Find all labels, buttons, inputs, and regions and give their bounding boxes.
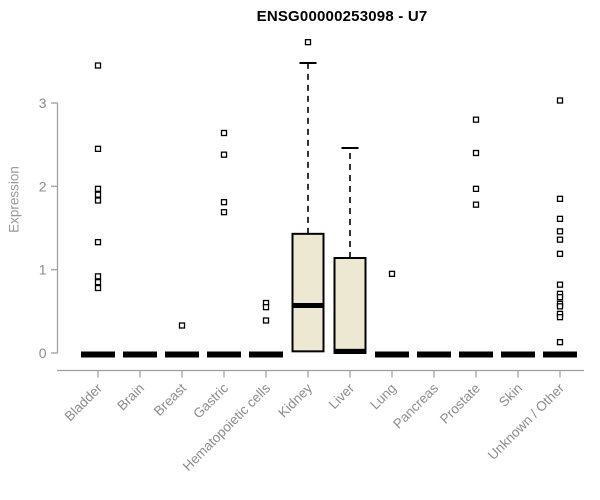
x-category-label: Unknown / Other [485, 380, 568, 463]
x-category-label: Kidney [275, 380, 315, 420]
outlier-point [556, 281, 564, 288]
outlier-point [556, 228, 564, 235]
outlier-point [556, 339, 564, 346]
outlier-point [94, 284, 102, 292]
y-tick-label: 3 [39, 95, 47, 111]
outlier-point [94, 197, 102, 204]
outlier-point [94, 185, 102, 192]
y-tick-label: 1 [39, 262, 47, 278]
outlier-point [304, 39, 312, 46]
outlier-point [556, 314, 564, 321]
collapsed-box [375, 351, 409, 358]
outlier-point [556, 250, 564, 257]
outlier-point [472, 201, 480, 208]
outlier-point [94, 145, 102, 152]
x-category-label: Bladder [62, 380, 106, 424]
outlier-point [556, 195, 564, 202]
outlier-point [220, 209, 228, 216]
collapsed-box [459, 351, 493, 358]
chart-title: ENSG00000253098 - U7 [256, 8, 428, 25]
collapsed-box [417, 351, 451, 358]
outlier-point [556, 215, 564, 222]
outlier-point [556, 294, 564, 301]
outlier-point [556, 236, 564, 243]
collapsed-box [501, 351, 535, 358]
x-category-label: Liver [326, 380, 358, 412]
outlier-point [472, 116, 480, 123]
outlier-point [94, 279, 102, 286]
outlier-point [472, 185, 480, 192]
outlier-point [556, 303, 564, 310]
outlier-point [556, 97, 564, 104]
y-axis-title: Expression [6, 166, 22, 233]
outlier-point [220, 129, 228, 137]
x-category-label: Breast [151, 380, 189, 418]
x-category-label: Prostate [437, 381, 483, 427]
x-category-label: Gastric [190, 380, 231, 421]
outlier-point [472, 149, 480, 157]
collapsed-box [123, 351, 157, 358]
median-line [334, 348, 366, 354]
outlier-point [220, 199, 228, 206]
outlier-point [220, 151, 228, 158]
box-rect [333, 257, 367, 354]
x-category-label: Brain [114, 381, 147, 414]
collapsed-box [543, 351, 577, 358]
collapsed-box [165, 351, 199, 358]
outlier-point [178, 322, 186, 329]
outlier-point [94, 191, 102, 198]
collapsed-box [207, 351, 241, 358]
outlier-point [94, 273, 102, 280]
collapsed-box [249, 351, 283, 358]
box-rect [291, 232, 325, 353]
x-category-label: Lung [367, 381, 399, 413]
median-line [292, 303, 324, 309]
y-tick-label: 2 [39, 178, 47, 194]
x-category-label: Pancreas [390, 380, 441, 431]
x-category-label: Skin [496, 381, 525, 410]
outlier-point [94, 239, 102, 246]
outlier-point [262, 317, 270, 324]
y-tick-label: 0 [39, 345, 47, 361]
collapsed-box [81, 351, 115, 358]
outlier-point [388, 270, 396, 277]
outlier-point [262, 304, 270, 311]
outlier-point [94, 62, 102, 69]
